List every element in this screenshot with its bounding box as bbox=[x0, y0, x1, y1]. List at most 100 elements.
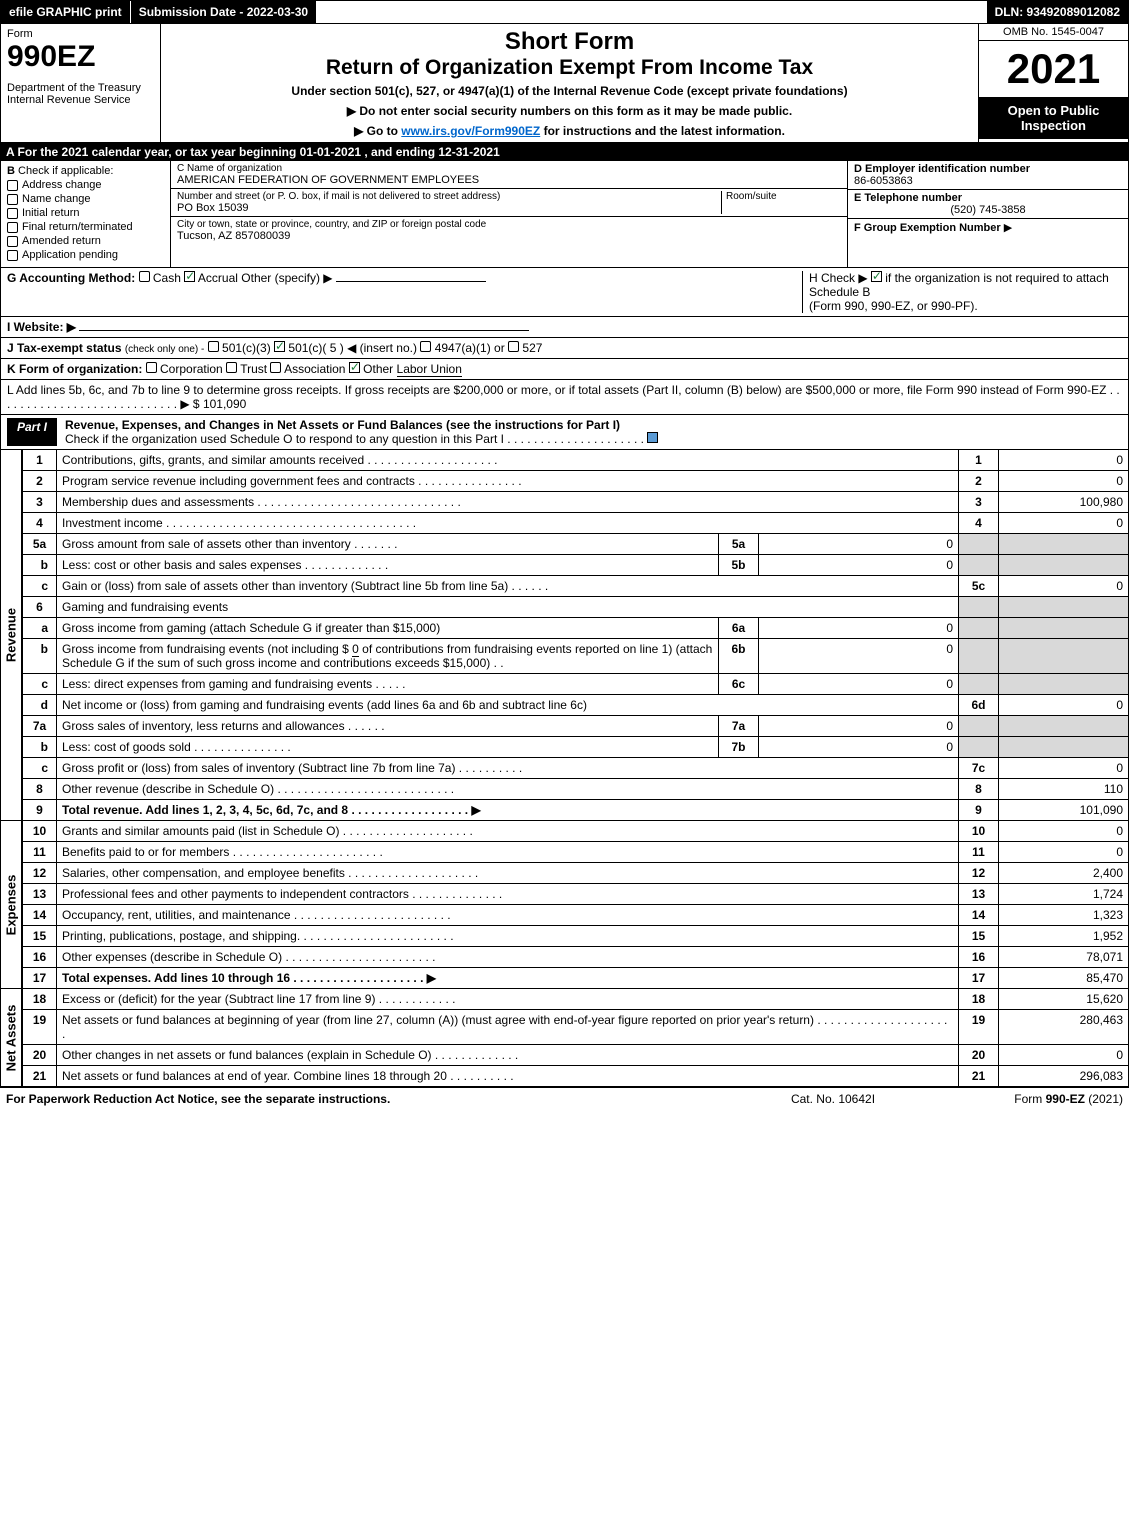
line-6-num: 6 bbox=[23, 597, 57, 618]
line-7c-code: 7c bbox=[959, 758, 999, 779]
checkbox-schedule-o[interactable] bbox=[647, 432, 658, 443]
checkbox-application-pending[interactable] bbox=[7, 250, 18, 261]
line-1-desc: Contributions, gifts, grants, and simila… bbox=[57, 450, 959, 471]
checkbox-h-not-required[interactable] bbox=[871, 271, 882, 282]
line-5b-grey bbox=[959, 555, 999, 576]
label-association: Association bbox=[284, 362, 345, 376]
g-accounting: G Accounting Method: Cash Accrual Other … bbox=[7, 271, 802, 313]
c-street-label: Number and street (or P. O. box, if mail… bbox=[177, 191, 721, 202]
line-19-desc: Net assets or fund balances at beginning… bbox=[57, 1010, 959, 1045]
line-14-num: 14 bbox=[23, 905, 57, 926]
checkbox-address-change[interactable] bbox=[7, 180, 18, 191]
h-label: H Check ▶ bbox=[809, 271, 868, 285]
label-501c3: 501(c)(3) bbox=[222, 341, 271, 355]
checkbox-corporation[interactable] bbox=[146, 362, 157, 373]
checkbox-association[interactable] bbox=[270, 362, 281, 373]
line-16-desc: Other expenses (describe in Schedule O) … bbox=[57, 947, 959, 968]
e-phone-label: E Telephone number bbox=[854, 192, 1122, 204]
checkbox-trust[interactable] bbox=[226, 362, 237, 373]
f-arrow-icon: ▶ bbox=[1004, 221, 1012, 234]
label-final-return: Final return/terminated bbox=[22, 221, 133, 233]
line-9-code: 9 bbox=[959, 800, 999, 821]
irs-link[interactable]: www.irs.gov/Form990EZ bbox=[401, 124, 540, 138]
checkbox-527[interactable] bbox=[508, 341, 519, 352]
line-6a-desc: Gross income from gaming (attach Schedul… bbox=[57, 618, 719, 639]
i-label: I Website: ▶ bbox=[7, 320, 76, 334]
section-bcdef: B Check if applicable: Address change Na… bbox=[0, 161, 1129, 268]
line-8-code: 8 bbox=[959, 779, 999, 800]
goto-post: for instructions and the latest informat… bbox=[540, 124, 785, 138]
dept-treasury: Department of the Treasury bbox=[7, 82, 154, 94]
j-small: (check only one) - bbox=[125, 344, 204, 355]
line-5a-desc: Gross amount from sale of assets other t… bbox=[57, 534, 719, 555]
line-6d-code: 6d bbox=[959, 695, 999, 716]
omb-number: OMB No. 1545-0047 bbox=[979, 24, 1128, 41]
line-11-desc: Benefits paid to or for members . . . . … bbox=[57, 842, 959, 863]
line-6a-midval: 0 bbox=[759, 618, 959, 639]
label-4947a1: 4947(a)(1) or bbox=[435, 341, 505, 355]
checkbox-amended-return[interactable] bbox=[7, 236, 18, 247]
org-name: AMERICAN FEDERATION OF GOVERNMENT EMPLOY… bbox=[177, 174, 841, 186]
line-7a-midval: 0 bbox=[759, 716, 959, 737]
checkbox-501c3[interactable] bbox=[208, 341, 219, 352]
short-form-title: Short Form bbox=[169, 28, 970, 56]
line-18-desc: Excess or (deficit) for the year (Subtra… bbox=[57, 989, 959, 1010]
submission-date-label: Submission Date - 2022-03-30 bbox=[131, 1, 317, 23]
line-4-amt: 0 bbox=[999, 513, 1129, 534]
label-other-org: Other bbox=[363, 362, 393, 376]
line-20-amt: 0 bbox=[999, 1045, 1129, 1066]
line-12-desc: Salaries, other compensation, and employ… bbox=[57, 863, 959, 884]
footer-cat-no: Cat. No. 10642I bbox=[743, 1092, 923, 1106]
page-footer: For Paperwork Reduction Act Notice, see … bbox=[0, 1087, 1129, 1110]
line-21-amt: 296,083 bbox=[999, 1066, 1129, 1087]
line-14-desc: Occupancy, rent, utilities, and maintena… bbox=[57, 905, 959, 926]
checkbox-cash[interactable] bbox=[139, 271, 150, 282]
label-501c: 501(c)( 5 ) ◀ (insert no.) bbox=[288, 341, 417, 355]
form-number: 990EZ bbox=[7, 40, 154, 74]
line-2-amt: 0 bbox=[999, 471, 1129, 492]
l-text: L Add lines 5b, 6c, and 7b to line 9 to … bbox=[7, 383, 1120, 411]
top-bar: efile GRAPHIC print Submission Date - 20… bbox=[0, 0, 1129, 24]
checkbox-4947a1[interactable] bbox=[420, 341, 431, 352]
label-corporation: Corporation bbox=[160, 362, 223, 376]
line-8-desc: Other revenue (describe in Schedule O) .… bbox=[57, 779, 959, 800]
e-phone-value: (520) 745-3858 bbox=[854, 204, 1122, 216]
line-7b-midval: 0 bbox=[759, 737, 959, 758]
checkbox-501c[interactable] bbox=[274, 341, 285, 352]
checkbox-final-return[interactable] bbox=[7, 222, 18, 233]
irs-label: Internal Revenue Service bbox=[7, 94, 154, 106]
label-accrual: Accrual bbox=[198, 271, 238, 285]
efile-print-button[interactable]: efile GRAPHIC print bbox=[1, 1, 131, 23]
line-5b-midcode: 5b bbox=[719, 555, 759, 576]
j-lead: J Tax-exempt status bbox=[7, 341, 122, 355]
line-2-code: 2 bbox=[959, 471, 999, 492]
label-cash: Cash bbox=[153, 271, 181, 285]
line-9-desc: Total revenue. Add lines 1, 2, 3, 4, 5c,… bbox=[57, 800, 959, 821]
goto-note: ▶ Go to www.irs.gov/Form990EZ for instru… bbox=[169, 124, 970, 138]
b-check-if: Check if applicable: bbox=[18, 165, 113, 177]
other-specify-input[interactable] bbox=[336, 281, 486, 282]
checkbox-initial-return[interactable] bbox=[7, 208, 18, 219]
line-12-code: 12 bbox=[959, 863, 999, 884]
h-rest2: (Form 990, 990-EZ, or 990-PF). bbox=[809, 299, 978, 313]
line-7b-grey bbox=[959, 737, 999, 758]
checkbox-other-org[interactable] bbox=[349, 362, 360, 373]
line-2-desc: Program service revenue including govern… bbox=[57, 471, 959, 492]
line-1-num: 1 bbox=[23, 450, 57, 471]
d-ein-value: 86-6053863 bbox=[854, 175, 1122, 187]
line-7c-num: c bbox=[23, 758, 57, 779]
website-input[interactable] bbox=[79, 330, 529, 331]
line-13-code: 13 bbox=[959, 884, 999, 905]
checkbox-name-change[interactable] bbox=[7, 194, 18, 205]
line-3-num: 3 bbox=[23, 492, 57, 513]
expenses-vlabel: Expenses bbox=[0, 821, 22, 989]
line-20-num: 20 bbox=[23, 1045, 57, 1066]
checkbox-accrual[interactable] bbox=[184, 271, 195, 282]
c-name-label: C Name of organization bbox=[177, 163, 841, 174]
line-18-amt: 15,620 bbox=[999, 989, 1129, 1010]
part-i-badge: Part I bbox=[7, 418, 57, 446]
line-6b-grey-amt bbox=[999, 639, 1129, 674]
k-label: K Form of organization: bbox=[7, 362, 142, 376]
c-room-label: Room/suite bbox=[726, 191, 841, 202]
line-5b-desc: Less: cost or other basis and sales expe… bbox=[57, 555, 719, 576]
